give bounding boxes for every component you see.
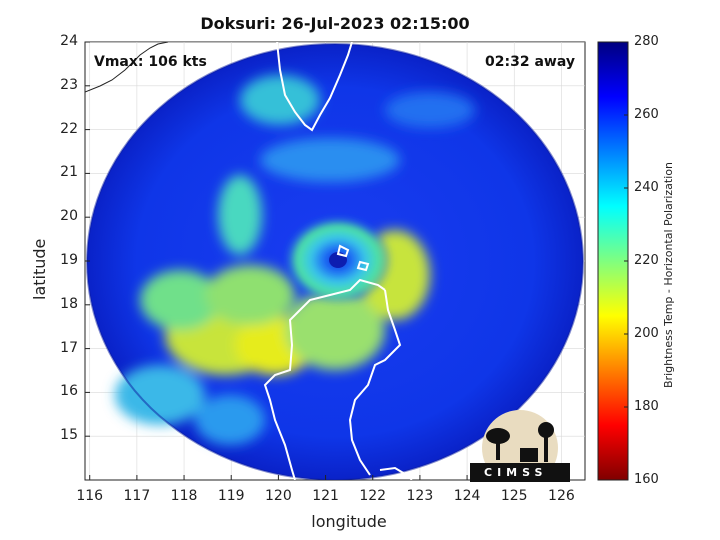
y-tick-label: 23: [60, 76, 78, 93]
x-tick-label: 124: [453, 488, 481, 504]
y-tick-label: 15: [60, 427, 78, 444]
x-tick-label: 123: [406, 488, 434, 504]
cimss-logo: CIMSS: [470, 408, 570, 486]
figure-title: Doksuri: 26-Jul-2023 02:15:00: [200, 14, 470, 33]
x-axis-title: longitude: [311, 512, 387, 531]
colorbar-tick-label: 260: [634, 107, 659, 122]
cimss-logo-text: CIMSS: [484, 466, 548, 479]
colorbar: [597, 41, 629, 481]
cimss-logo-icon: [470, 410, 570, 486]
y-axis-title: latitude: [30, 238, 49, 300]
x-tick-label: 121: [312, 488, 339, 504]
x-tick-label: 118: [170, 488, 198, 504]
colorbar-tick-label: 240: [634, 180, 659, 195]
colorbar-tick-label: 160: [634, 472, 659, 487]
y-tick-label: 20: [60, 208, 78, 225]
y-tick-label: 22: [60, 120, 78, 137]
x-tick-label: 119: [217, 488, 245, 504]
colorbar-tick-label: 180: [634, 399, 659, 414]
y-tick-label: 17: [60, 339, 78, 356]
x-tick-label: 125: [500, 488, 528, 504]
x-tick-label: 126: [548, 488, 575, 504]
microwave-scan: [86, 43, 584, 480]
x-tick-label: 116: [76, 488, 104, 504]
x-tick-label: 120: [265, 488, 292, 504]
x-tick-label: 117: [123, 488, 151, 504]
time-away-label: 02:32 away: [485, 54, 575, 70]
vmax-label: Vmax: 106 kts: [94, 54, 207, 70]
coastlines: [85, 42, 413, 480]
y-tick-label: 18: [60, 295, 78, 312]
colorbar-title: Brightness Temp - Horizontal Polarizatio…: [662, 162, 675, 388]
colorbar-tick-label: 200: [634, 326, 659, 341]
x-tick-label: 122: [359, 488, 387, 504]
colorbar-ticks: [624, 41, 628, 481]
y-tick-label: 16: [60, 383, 78, 400]
y-tick-label: 19: [60, 252, 78, 268]
y-tick-label: 21: [60, 164, 78, 181]
y-tick-label: 24: [60, 33, 78, 49]
colorbar-tick-label: 280: [634, 34, 659, 49]
colorbar-tick-label: 220: [634, 253, 659, 268]
